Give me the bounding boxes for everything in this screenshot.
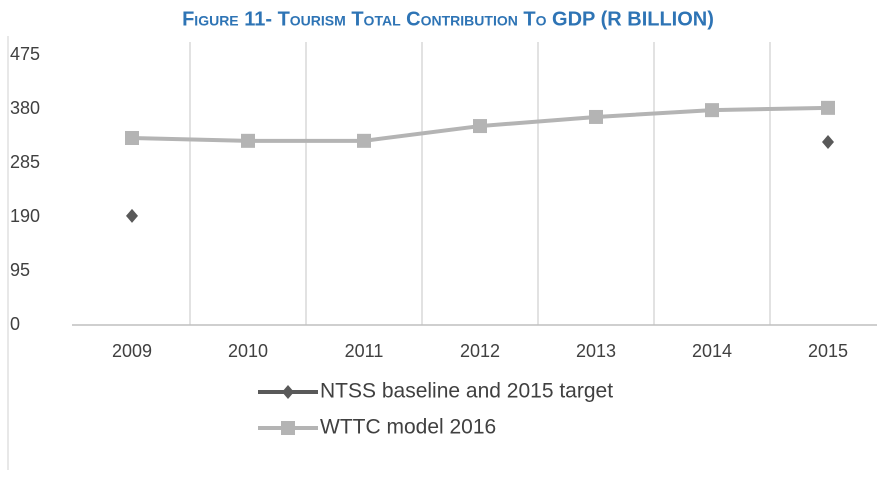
x-tick-label: 2015 [808,341,848,361]
legend-label: NTSS baseline and 2015 target [320,380,613,403]
y-tick-label: 285 [10,152,40,172]
y-tick-label: 190 [10,206,40,226]
data-point [473,119,487,134]
x-tick-label: 2009 [112,341,152,361]
legend-label: WTTC model 2016 [320,416,496,439]
y-tick-label: 380 [10,98,40,118]
chart-title: Figure 11- Tourism Total Contribution To… [182,8,714,30]
data-point [822,134,834,149]
data-point [705,103,719,118]
data-point [126,208,138,223]
legend-marker [281,421,295,435]
y-tick-label: 0 [10,314,20,334]
y-tick-label: 95 [10,260,30,280]
y-tick-label: 475 [10,44,40,64]
data-point [821,100,835,115]
x-tick-label: 2010 [228,341,268,361]
legend-marker [282,385,294,399]
x-tick-label: 2014 [692,341,732,361]
data-point [589,109,603,124]
x-tick-label: 2013 [576,341,616,361]
x-tick-label: 2011 [345,341,384,361]
data-point [241,133,255,148]
data-point [125,130,139,145]
x-tick-label: 2012 [460,341,500,361]
data-point [357,133,371,148]
